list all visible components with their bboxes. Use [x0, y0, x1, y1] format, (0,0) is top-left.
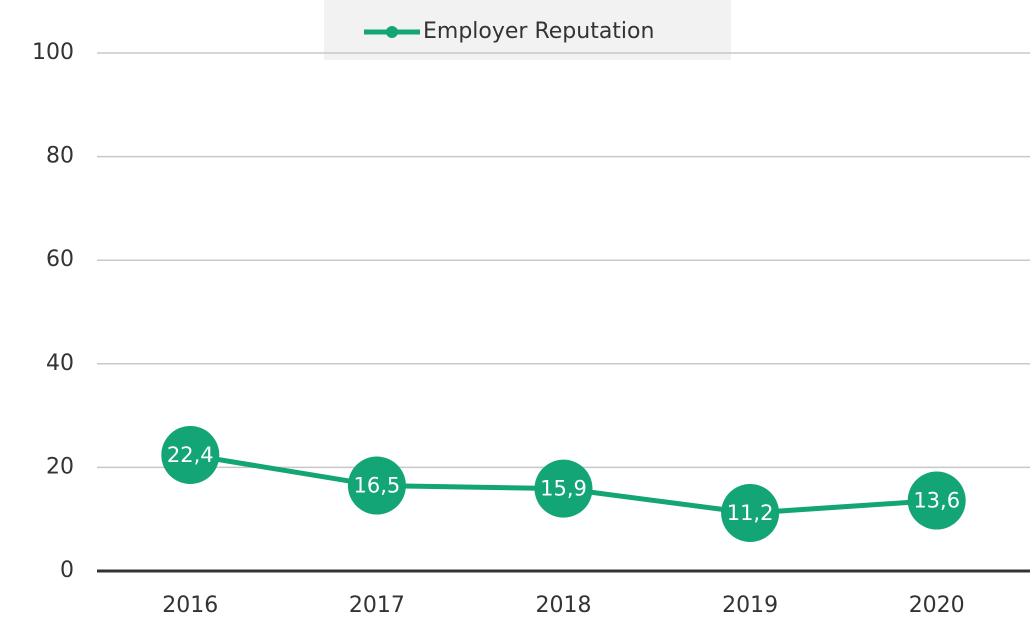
legend-label: Employer Reputation [423, 19, 654, 44]
point [161, 425, 220, 484]
point [534, 459, 593, 518]
legend-marker [386, 26, 398, 38]
data-label: 13,6 [913, 489, 960, 513]
y-tick-label: 0 [60, 558, 74, 583]
data-label: 11,2 [727, 501, 774, 525]
y-tick-label: 40 [46, 351, 74, 376]
point [721, 483, 780, 542]
data-label: 15,9 [540, 477, 587, 501]
x-tick-label: 2020 [909, 593, 965, 618]
y-tick-label: 20 [46, 454, 74, 479]
x-tick-label: 2016 [162, 593, 218, 618]
y-tick-label: 100 [32, 40, 74, 65]
x-tick-label: 2019 [722, 593, 778, 618]
point [347, 456, 406, 515]
y-tick-label: 60 [46, 247, 74, 272]
x-tick-label: 2017 [349, 593, 405, 618]
point [907, 471, 966, 530]
data-label: 16,5 [354, 474, 401, 498]
y-tick-label: 80 [46, 144, 74, 169]
x-tick-label: 2018 [536, 593, 592, 618]
data-label: 22,4 [167, 443, 214, 467]
